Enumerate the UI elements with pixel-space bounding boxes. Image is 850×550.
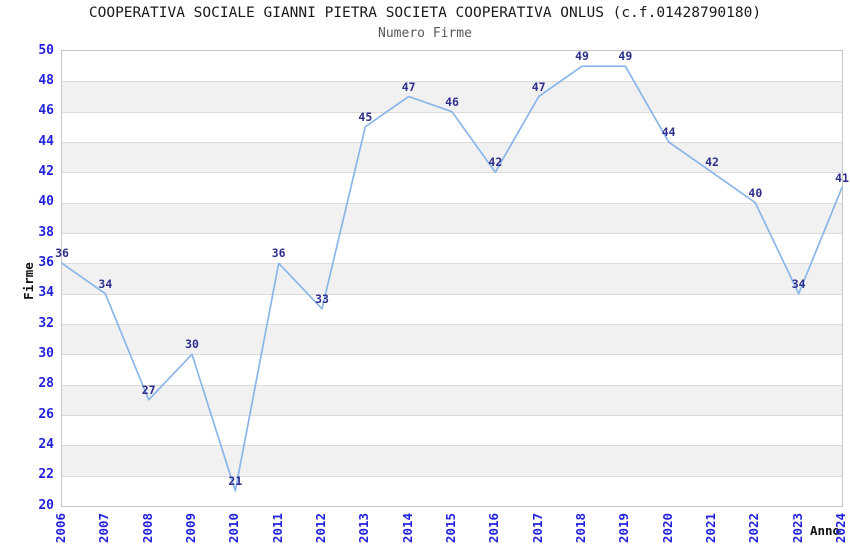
- y-tick-label: 48: [38, 72, 54, 88]
- data-point-label: 46: [445, 94, 459, 109]
- x-tick-label: 2007: [96, 512, 112, 544]
- x-tick-label: 2016: [486, 512, 502, 544]
- y-tick-label: 36: [38, 254, 54, 270]
- data-point-label: 36: [271, 246, 286, 261]
- x-tick-label: 2021: [703, 512, 718, 544]
- y-tick-label: 44: [38, 133, 54, 149]
- y-tick-label: 46: [38, 103, 54, 119]
- gridline: [62, 293, 842, 295]
- background-band: [62, 293, 842, 324]
- background-band: [62, 233, 842, 264]
- x-tick-label: 2019: [616, 512, 632, 544]
- x-tick-label: 2015: [443, 512, 458, 544]
- gridline: [62, 354, 842, 356]
- background-band: [62, 263, 842, 294]
- y-tick-label: 38: [38, 224, 54, 240]
- background-band: [62, 354, 842, 385]
- background-band: [62, 51, 842, 82]
- x-tick-label: 2022: [746, 512, 762, 544]
- data-point-label: 34: [791, 276, 806, 291]
- background-band: [62, 81, 842, 112]
- data-point-label: 49: [575, 49, 589, 64]
- chart-subtitle: Numero Firme: [378, 26, 472, 41]
- background-band: [62, 324, 842, 355]
- data-point-label: 44: [661, 125, 676, 139]
- gridline: [62, 81, 842, 83]
- background-band: [62, 445, 842, 476]
- x-tick-label: 2018: [573, 512, 588, 544]
- data-point-label: 49: [618, 49, 633, 64]
- background-band: [62, 415, 842, 446]
- data-point-label: 40: [748, 185, 763, 200]
- y-tick-label: 20: [38, 497, 54, 513]
- gridline: [62, 384, 842, 386]
- data-point-label: 33: [315, 291, 329, 306]
- y-tick-label: 28: [38, 376, 54, 392]
- background-band: [62, 202, 842, 233]
- x-tick-label: 2020: [659, 512, 675, 544]
- x-tick-label: 2006: [53, 512, 68, 544]
- data-point-label: 36: [55, 246, 69, 261]
- y-tick-label: 30: [38, 345, 54, 361]
- x-tick-label: 2017: [529, 512, 545, 544]
- background-band: [62, 142, 842, 173]
- data-point-label: 21: [228, 473, 243, 488]
- y-tick-label: 34: [38, 285, 54, 301]
- background-band: [62, 384, 842, 415]
- y-tick-label: 40: [38, 194, 54, 210]
- data-point-label: 30: [185, 337, 199, 352]
- line-series-svg: [61, 65, 843, 492]
- y-tick-label: 42: [38, 163, 54, 179]
- x-tick-label: 2014: [399, 512, 415, 544]
- gridline: [62, 324, 842, 325]
- data-point-label: 45: [358, 109, 373, 124]
- gridline: [62, 202, 842, 204]
- plot-area: 36 34 27 30 21 36 33 45 47 46 42 47 49 49 44 42 40 34 41: [55, 49, 849, 507]
- data-point-label: 42: [705, 155, 719, 170]
- series-line: [61, 65, 843, 492]
- background-band: [62, 111, 842, 142]
- chart-title: COOPERATIVA SOCIALE GIANNI PIETRA SOCIET…: [88, 5, 762, 21]
- x-tick-label: 2023: [789, 512, 805, 544]
- gridline: [62, 142, 842, 143]
- gridline: [62, 233, 842, 234]
- x-tick-label: 2008: [139, 512, 155, 544]
- background-band: [62, 475, 842, 506]
- y-tick-label: 32: [38, 315, 54, 331]
- x-tick-label: 2011: [269, 512, 285, 544]
- data-point-label: 42: [488, 155, 503, 170]
- data-point-label: 47: [401, 79, 416, 94]
- gridline: [62, 263, 842, 265]
- x-tick-label: 2012: [313, 512, 328, 544]
- gridline: [62, 172, 842, 174]
- x-tick-label: 2009: [183, 512, 198, 544]
- y-tick-label: 50: [38, 42, 54, 58]
- x-tick-label: 2024: [833, 512, 848, 544]
- data-point-label: 27: [141, 382, 156, 397]
- gridline: [62, 445, 842, 447]
- y-tick-label: 26: [38, 406, 54, 422]
- background-band: [62, 172, 842, 203]
- y-tick-label: 22: [38, 467, 54, 483]
- data-point-label: 34: [98, 276, 113, 291]
- data-point-label: 41: [835, 170, 849, 185]
- gridline: [62, 475, 842, 477]
- x-tick-label: 2010: [226, 512, 242, 544]
- gridline: [62, 415, 842, 416]
- x-tick-label: 2013: [356, 512, 372, 544]
- y-tick-label: 24: [38, 436, 54, 452]
- x-axis-title: Anno: [809, 523, 841, 538]
- data-point-label: 47: [531, 79, 546, 94]
